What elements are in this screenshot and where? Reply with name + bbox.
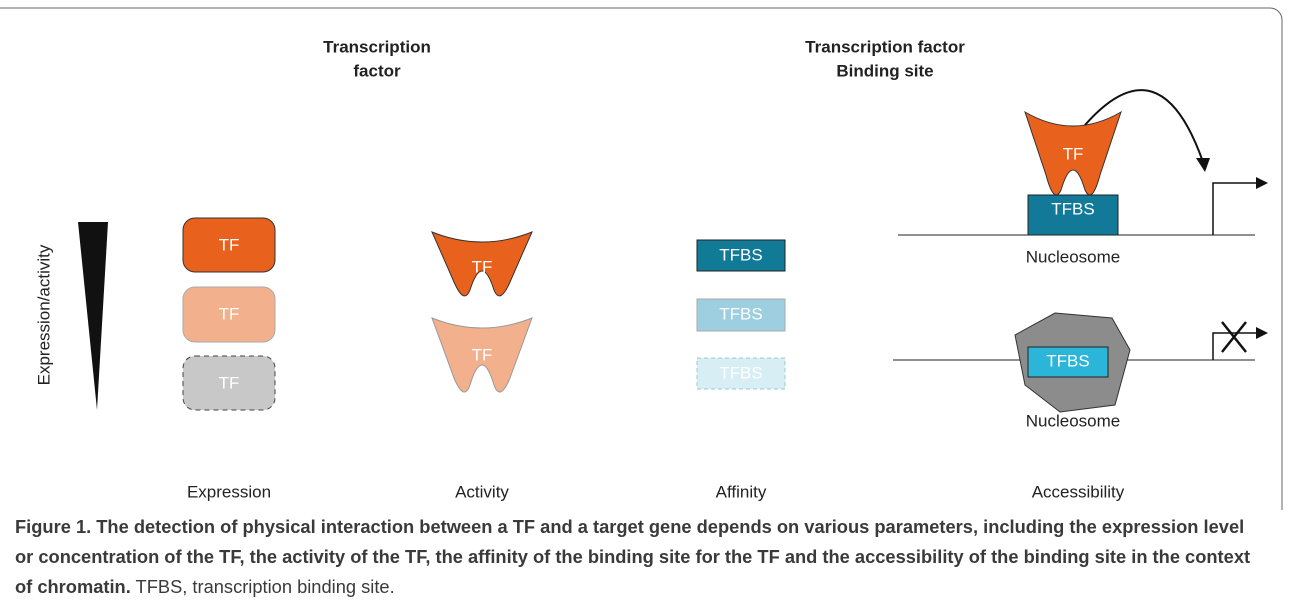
tf-label: TF: [1063, 144, 1084, 163]
arrow-head: [1256, 327, 1268, 339]
gradient-wedge: [78, 222, 108, 410]
figure: Transcription factor Transcription facto…: [0, 0, 1290, 510]
axis-label: Expression/activity: [34, 244, 53, 385]
arrow-head: [1256, 177, 1268, 189]
header: factor: [353, 61, 401, 80]
tf-label: TF: [219, 235, 240, 254]
tfbs-label: TFBS: [1051, 199, 1094, 218]
page: Transcription factor Transcription facto…: [0, 0, 1290, 615]
tf-label: TF: [472, 345, 493, 364]
header: Transcription: [323, 37, 431, 56]
column-label: Affinity: [716, 482, 767, 501]
arrow-head: [1196, 158, 1210, 172]
tf-label: TF: [472, 257, 493, 276]
tf-label: TF: [219, 373, 240, 392]
caption-text: TFBS, transcription binding site.: [136, 576, 395, 597]
block-mark: [1222, 322, 1246, 352]
column-label: Accessibility: [1032, 482, 1125, 501]
header: Binding site: [836, 61, 933, 80]
column-label: Expression: [187, 482, 271, 501]
tf-label: TF: [219, 304, 240, 323]
header: Transcription factor: [805, 37, 965, 56]
column-label: Activity: [455, 482, 509, 501]
tfbs-label: TFBS: [1046, 351, 1089, 370]
caption: Figure 1. The detection of physical inte…: [15, 512, 1260, 602]
tfbs-label: TFBS: [719, 245, 762, 264]
tfbs-label: TFBS: [719, 304, 762, 323]
tfbs-label: TFBS: [719, 363, 762, 382]
nucleosome-label: Nucleosome: [1026, 247, 1121, 266]
promoter: [1213, 183, 1258, 235]
nucleosome-label: Nucleosome: [1026, 411, 1121, 430]
